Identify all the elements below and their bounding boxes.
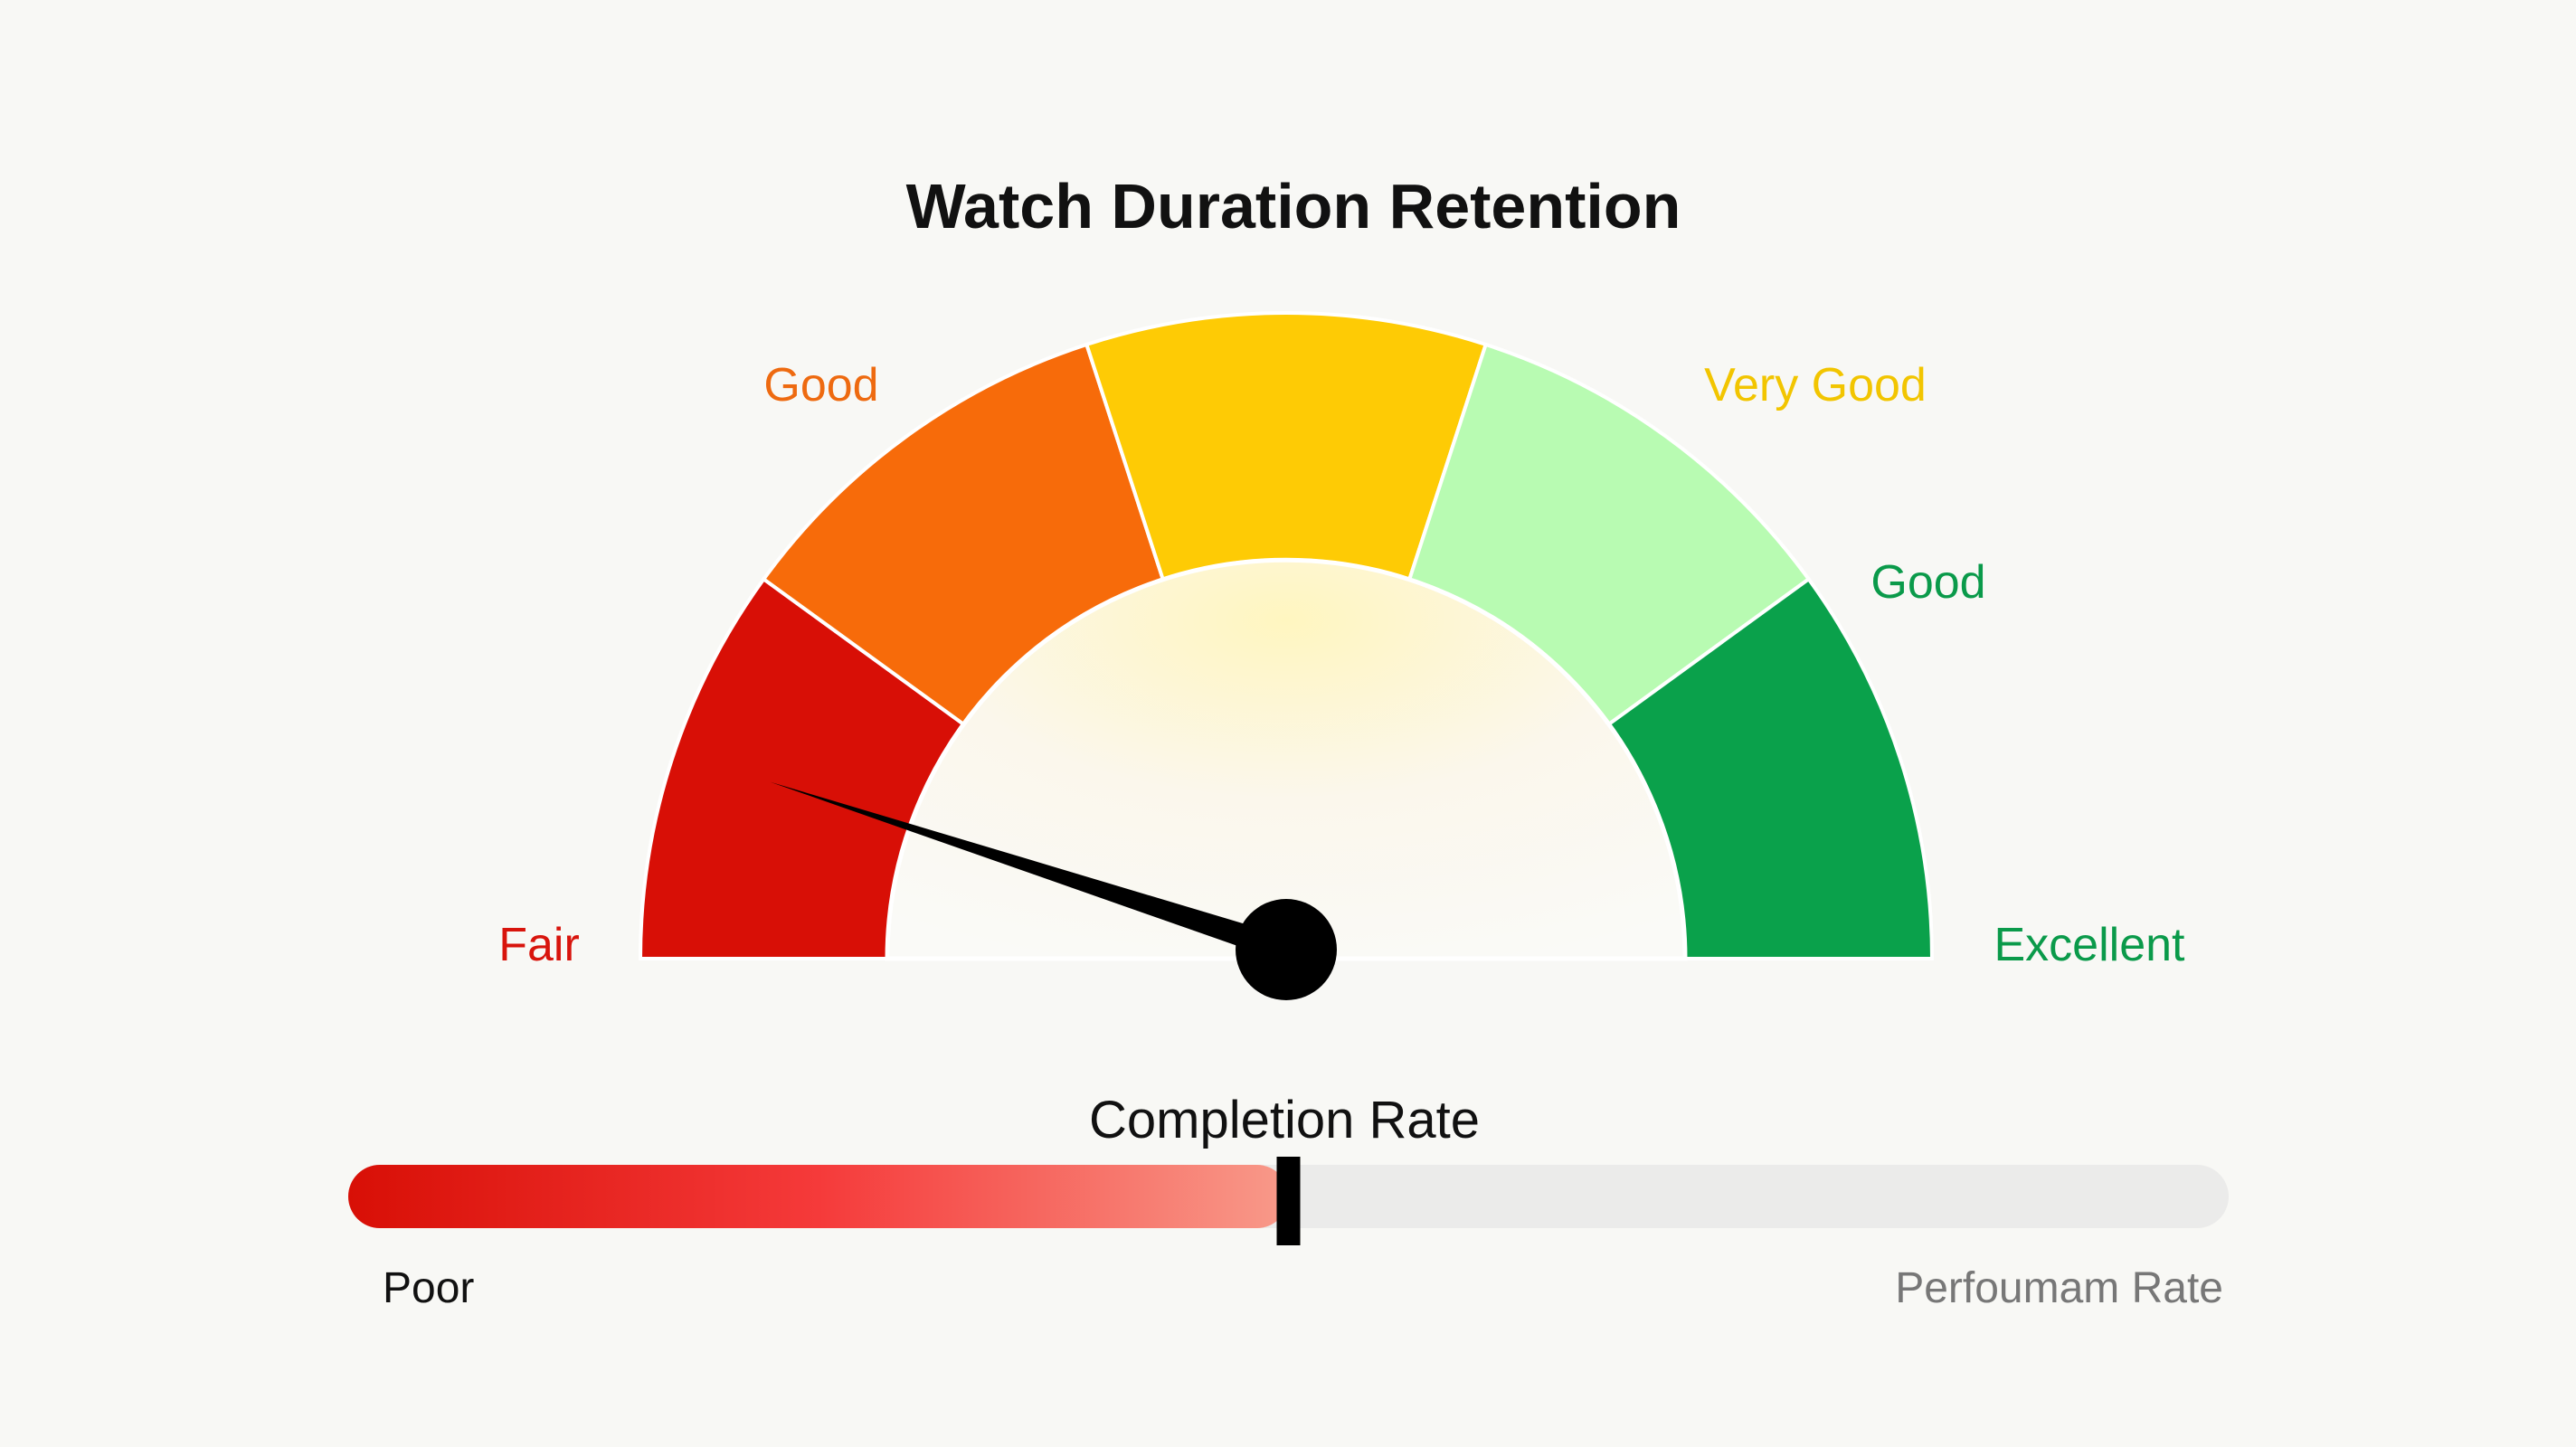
gauge-needle (770, 781, 1291, 962)
bar-title: Completion Rate (1089, 1091, 1480, 1149)
chart-title: Watch Duration Retention (906, 171, 1681, 241)
bar-left-label: Poor (383, 1264, 474, 1312)
gauge-segment-label: Good (1870, 556, 1985, 609)
gauge-segment-label: Good (763, 359, 878, 411)
bar-right-label: Perfoumam Rate (1895, 1264, 2223, 1312)
gauge-segment-label: Fair (498, 919, 580, 971)
gauge-segment-label: Very Good (1704, 359, 1927, 411)
gauge-needle-hub (1236, 899, 1337, 1000)
bar-fill (348, 1165, 1289, 1228)
gauge-inner-disc (885, 557, 1688, 961)
gauge-end-label: Excellent (1994, 919, 2186, 971)
bar-marker[interactable] (1276, 1157, 1301, 1245)
